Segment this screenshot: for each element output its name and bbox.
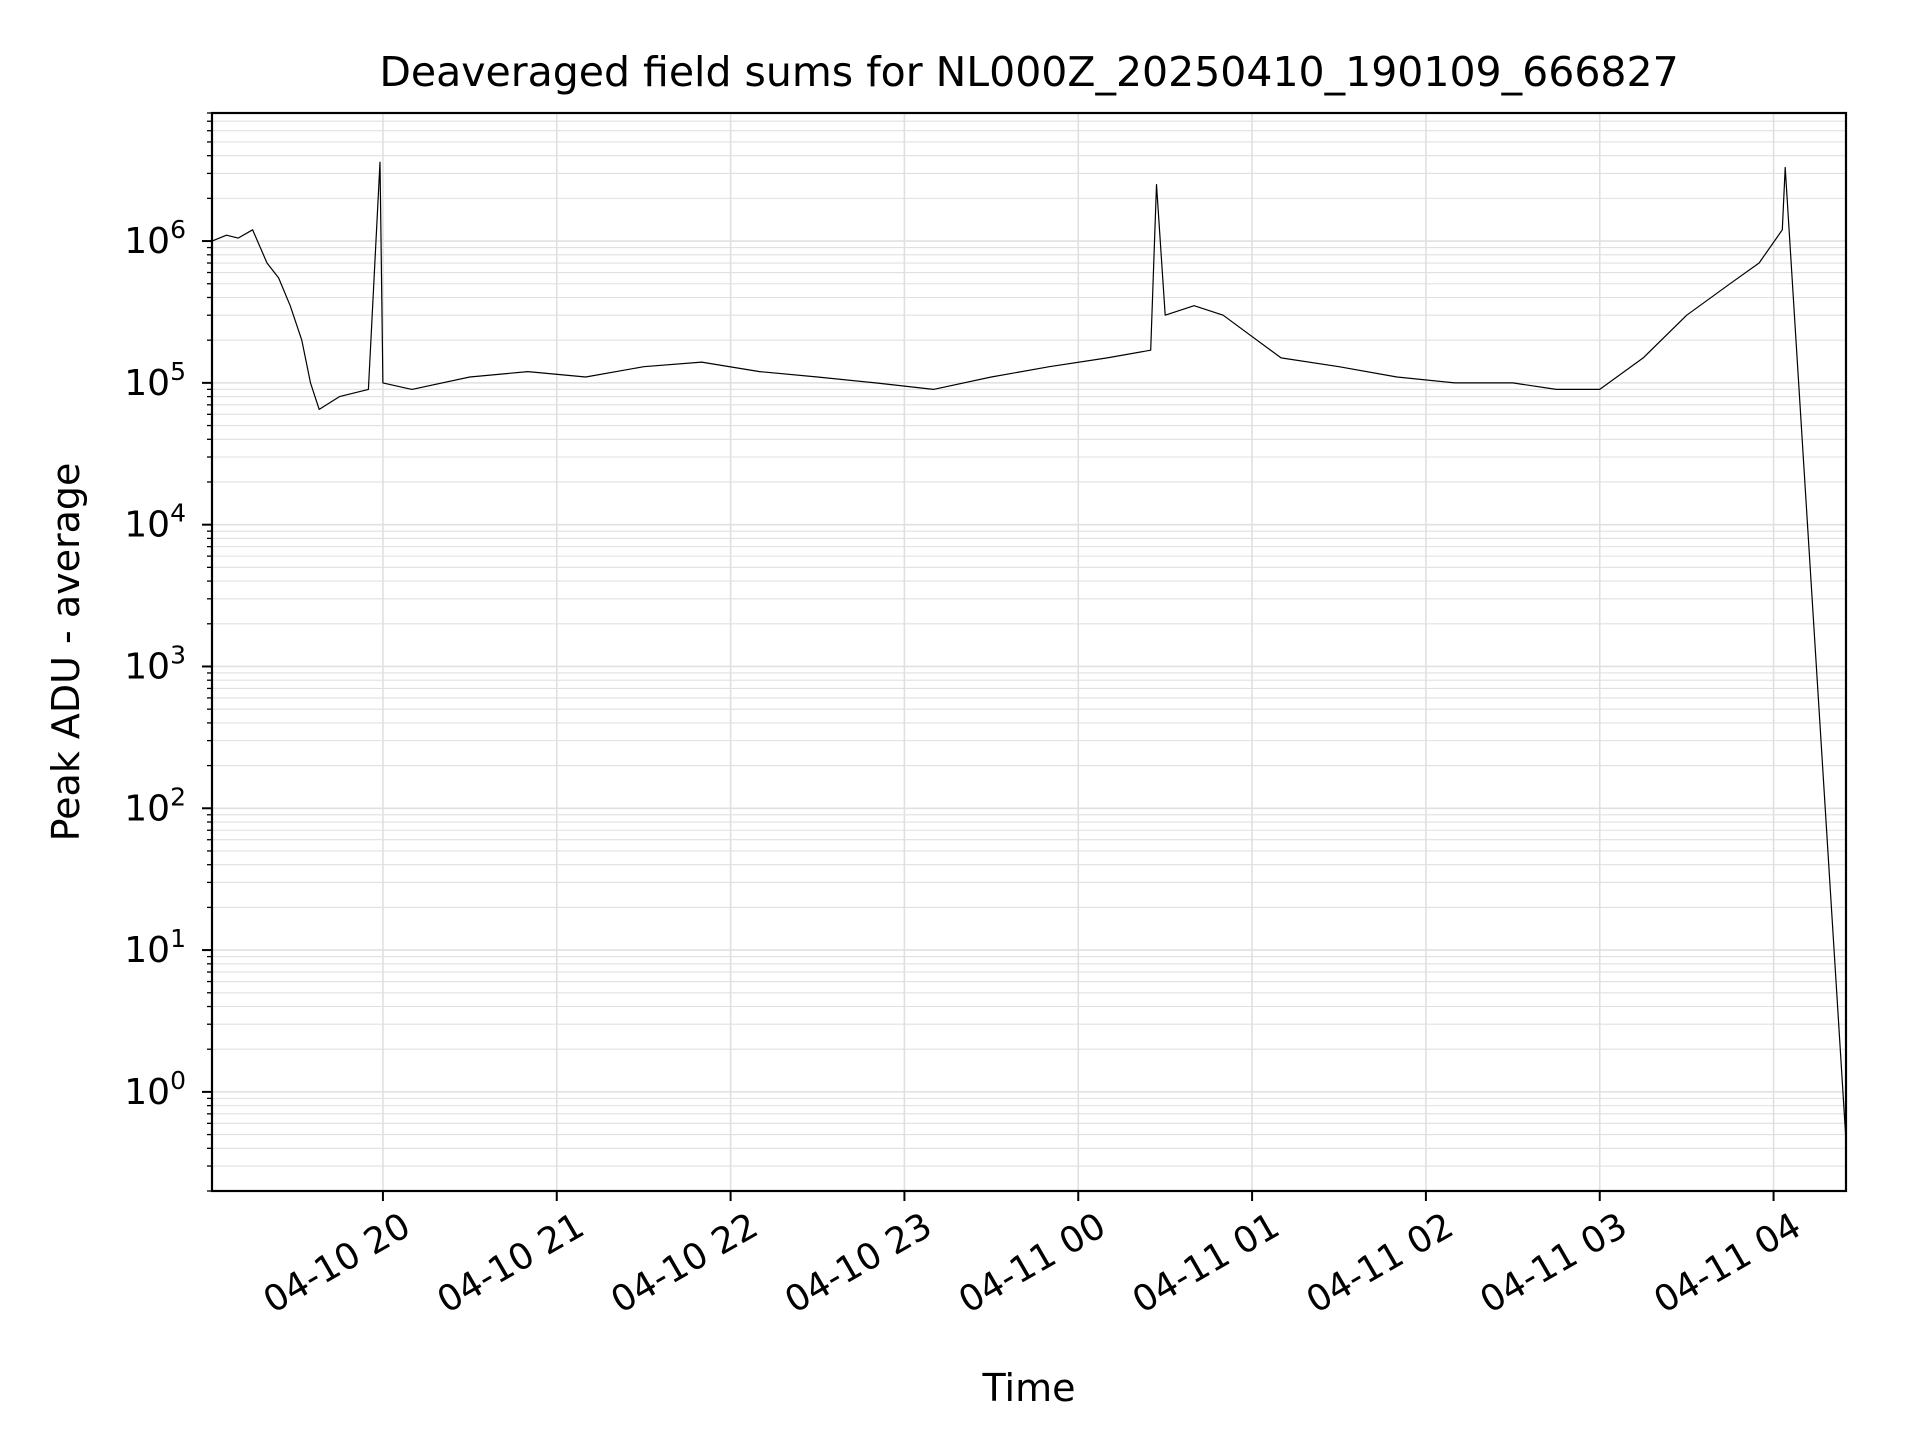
plot-frame — [210, 111, 1848, 1193]
ticks — [202, 112, 1775, 1201]
chart-title: Deaveraged field sums for NL000Z_2025041… — [379, 48, 1678, 96]
y-tick-label: 105 — [124, 357, 186, 404]
x-axis-label: Time — [982, 1366, 1076, 1410]
y-tick-label: 100 — [124, 1066, 186, 1113]
y-tick-label: 101 — [124, 924, 186, 971]
y-tick-label: 102 — [124, 782, 186, 829]
y-tick-label: 106 — [124, 215, 186, 262]
y-tick-label: 104 — [124, 499, 186, 546]
y-axis-label: Peak ADU - average — [44, 463, 88, 842]
series-line — [211, 161, 1847, 1142]
grid — [212, 112, 1846, 1192]
y-tick-label: 103 — [124, 640, 186, 687]
